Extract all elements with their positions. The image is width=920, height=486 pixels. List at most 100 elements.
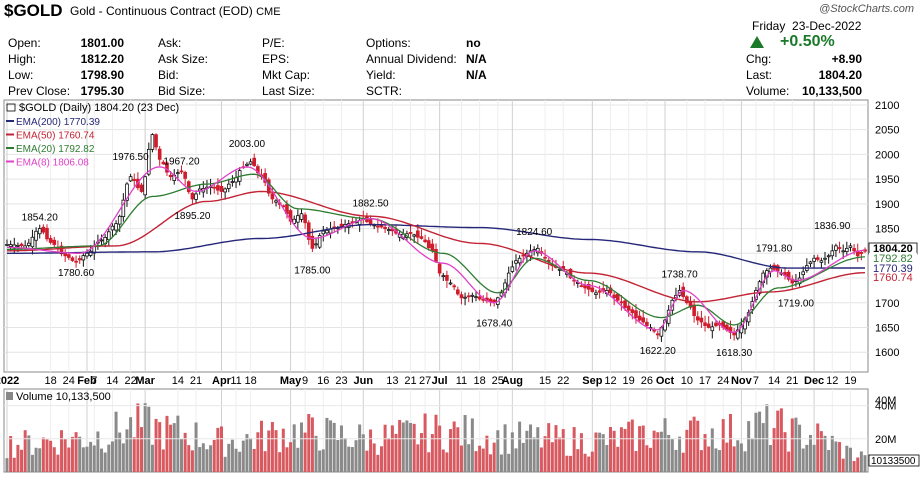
price-candle — [615, 293, 620, 301]
price-candle — [546, 259, 551, 263]
up-arrow-icon — [750, 36, 764, 48]
volume-bar — [718, 450, 722, 472]
price-annotation: 1738.70 — [662, 270, 699, 281]
volume-bar — [285, 447, 289, 472]
volume-bar — [754, 412, 758, 472]
price-candle — [812, 257, 816, 262]
volume-bar — [576, 449, 580, 472]
price-candle — [5, 244, 9, 246]
volume-bar — [459, 445, 463, 472]
volume-bar — [830, 435, 834, 472]
volume-bar — [118, 432, 122, 472]
price-candle — [819, 260, 824, 263]
volume-bar — [609, 426, 613, 472]
price-candle — [761, 272, 766, 283]
volume-bar — [423, 413, 427, 472]
volume-bar — [398, 419, 402, 472]
volume-bar — [405, 420, 409, 472]
price-candle — [681, 286, 686, 297]
price-annotation: 1780.60 — [58, 268, 95, 279]
volume-bar — [721, 419, 725, 472]
volume-bar — [307, 414, 311, 472]
volume-bar — [100, 448, 104, 472]
price-candle — [299, 213, 304, 220]
price-tick-label: 1900 — [875, 199, 899, 211]
quote-label: P/E: — [262, 36, 285, 50]
price-candle — [208, 186, 213, 188]
quote-label: Options: — [366, 36, 411, 50]
date-tick-label: 11 — [456, 375, 467, 387]
date-tick-label: 14 — [172, 375, 184, 387]
volume-bar — [481, 448, 485, 472]
volume-bar — [249, 438, 253, 472]
price-candle — [808, 261, 813, 265]
volume-bar — [808, 434, 812, 472]
price-candle — [354, 221, 358, 224]
price-candle — [608, 287, 613, 294]
price-candle — [314, 243, 318, 246]
volume-bar — [241, 440, 245, 472]
quote-label: Prev Close: — [8, 84, 71, 98]
price-candle — [401, 233, 406, 239]
quote-value: 1798.90 — [80, 68, 124, 82]
volume-bar — [728, 414, 732, 472]
quote-value: 1795.30 — [80, 84, 124, 98]
last-value-box — [868, 242, 918, 255]
price-candle — [485, 297, 489, 302]
price-candle — [583, 285, 587, 289]
volume-bar — [70, 436, 74, 472]
price-tick-label: 1850 — [875, 224, 899, 236]
price-candle — [790, 278, 795, 284]
price-candle — [597, 290, 602, 293]
volume-bar — [569, 455, 573, 472]
price-candle — [652, 329, 656, 332]
volume-bar — [299, 422, 303, 472]
quote-label: Mkt Cap: — [262, 68, 311, 82]
price-candle — [154, 134, 158, 148]
date-tick-label: 9 — [302, 375, 308, 387]
price-candle — [106, 231, 111, 241]
price-annotation: 1895.20 — [174, 211, 211, 222]
volume-bar — [270, 421, 274, 472]
price-candle — [572, 279, 576, 282]
volume-bar — [547, 423, 551, 472]
price-candle — [216, 185, 220, 191]
date-tick-label: 21 — [786, 375, 798, 387]
date-tick-label: 12 — [604, 375, 616, 387]
volume-bar — [536, 427, 540, 472]
volume-bar — [525, 430, 529, 472]
volume-bar — [645, 445, 649, 472]
volume-bar — [325, 417, 329, 472]
date-tick-label: 23 — [335, 375, 347, 387]
price-candle — [525, 252, 529, 257]
volume-bar — [161, 449, 165, 472]
price-candle — [190, 192, 195, 200]
price-candle — [826, 255, 831, 258]
volume-bar — [838, 442, 842, 472]
price-candle — [459, 294, 464, 299]
price-candle — [601, 288, 606, 292]
price-candle — [168, 174, 173, 178]
price-candle — [517, 257, 522, 264]
quote-label: Open: — [8, 36, 41, 50]
price-candle — [19, 243, 24, 247]
volume-bar — [238, 451, 242, 472]
date-tick-label: 19 — [623, 375, 635, 387]
volume-bar — [78, 436, 82, 472]
price-candle — [754, 289, 758, 300]
date-tick-label: Oct — [656, 375, 675, 387]
volume-bar — [140, 427, 144, 472]
volume-bar — [369, 429, 373, 472]
price-candle — [85, 252, 89, 257]
volume-bar — [187, 445, 191, 472]
price-tick-label: 1700 — [875, 298, 899, 310]
price-candle — [845, 247, 849, 252]
volume-bar — [612, 430, 616, 472]
price-candle — [594, 292, 598, 295]
last-value-label: 1804.20 — [873, 243, 913, 255]
volume-bar — [427, 452, 431, 472]
quote-day: Friday — [752, 19, 786, 33]
date-tick-label: 17 — [699, 375, 711, 387]
volume-bar — [220, 426, 223, 472]
volume-bar — [594, 432, 598, 472]
